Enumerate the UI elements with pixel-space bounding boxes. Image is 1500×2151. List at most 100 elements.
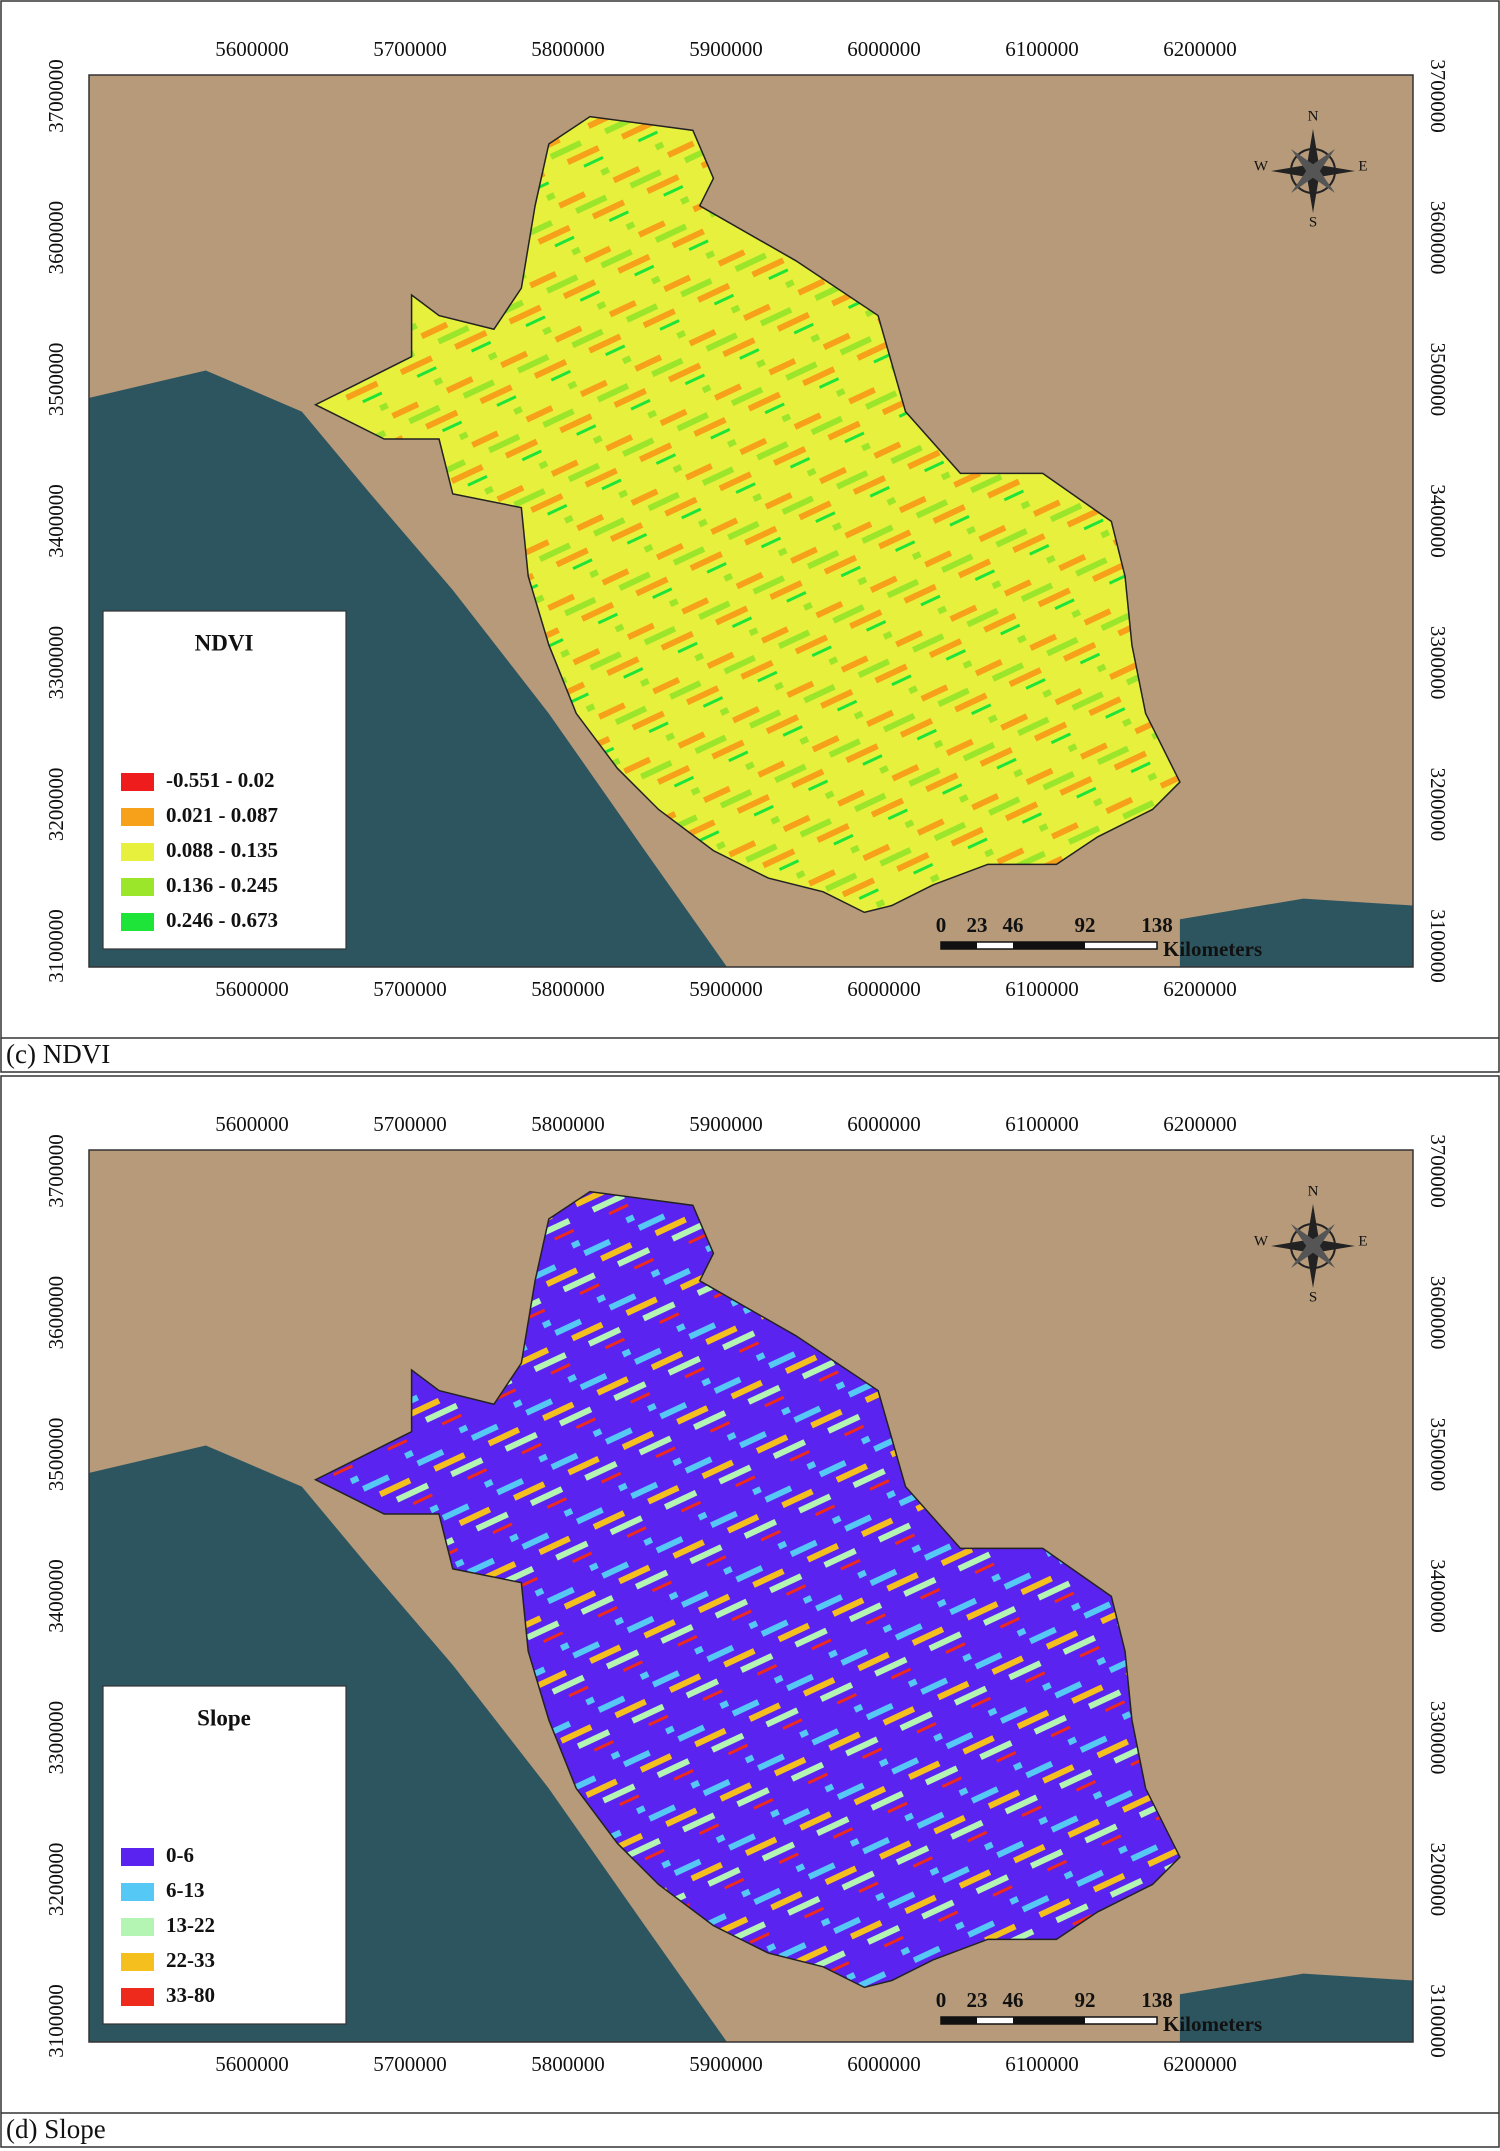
compass-label: S xyxy=(1309,214,1317,230)
scale-label: 92 xyxy=(1075,1988,1096,2012)
scale-label: 23 xyxy=(967,1988,988,2012)
y-tick-label: 3500000 xyxy=(1426,1418,1450,1492)
scale-bar-segment xyxy=(941,2017,977,2024)
map-panel: (d) Slope 5600000 5600000 5700000 5700000 580… xyxy=(0,1075,1500,2148)
scale-unit: Kilometers xyxy=(1163,2012,1262,2036)
map-frame xyxy=(88,1149,1414,2043)
legend-label: 33-80 xyxy=(166,1983,215,2007)
scale-label: 0 xyxy=(936,1988,947,2012)
legend-swatch xyxy=(121,1883,154,1901)
map-frame xyxy=(88,74,1414,968)
y-tick-label: 3500000 xyxy=(44,1418,68,1492)
legend-swatch xyxy=(121,808,154,826)
scale-unit: Kilometers xyxy=(1163,937,1262,961)
y-tick-label: 3100000 xyxy=(1426,909,1450,983)
y-tick-label: 3600000 xyxy=(1426,201,1450,275)
sea xyxy=(1179,898,1414,968)
scale-label: 138 xyxy=(1141,1988,1173,2012)
x-tick-label: 6000000 xyxy=(847,977,921,1001)
x-tick-label: 5600000 xyxy=(215,977,289,1001)
scale-label: 92 xyxy=(1075,913,1096,937)
y-tick-label: 3300000 xyxy=(1426,1701,1450,1775)
y-tick-label: 3300000 xyxy=(44,1701,68,1775)
legend-label: 0.021 - 0.087 xyxy=(166,803,278,827)
scale-label: 138 xyxy=(1141,913,1173,937)
legend-label: 22-33 xyxy=(166,1948,215,1972)
legend-swatch xyxy=(121,913,154,931)
map-panel: (c) NDVI 5600000 5600000 5700000 5700000 5800… xyxy=(0,0,1500,1073)
compass-label: N xyxy=(1308,108,1319,124)
y-tick-label: 3100000 xyxy=(44,1984,68,2058)
x-tick-label: 5600000 xyxy=(215,2052,289,2076)
y-tick-label: 3700000 xyxy=(44,1134,68,1208)
y-tick-label: 3400000 xyxy=(44,1559,68,1633)
x-tick-label: 6000000 xyxy=(847,1112,921,1136)
legend-swatch xyxy=(121,1953,154,1971)
sea xyxy=(1179,1973,1414,2043)
y-tick-label: 3400000 xyxy=(1426,484,1450,558)
legend-swatch xyxy=(121,1988,154,2006)
y-tick-label: 3700000 xyxy=(1426,1134,1450,1208)
legend-label: 0.246 - 0.673 xyxy=(166,908,278,932)
scale-label: 0 xyxy=(936,913,947,937)
scale-bar-segment xyxy=(1013,2017,1085,2024)
x-tick-label: 5800000 xyxy=(531,977,605,1001)
legend-swatch xyxy=(121,773,154,791)
y-tick-label: 3600000 xyxy=(44,1276,68,1350)
y-tick-label: 3200000 xyxy=(44,768,68,842)
y-tick-label: 3600000 xyxy=(44,201,68,275)
x-tick-label: 6000000 xyxy=(847,2052,921,2076)
compass-label: S xyxy=(1309,1289,1317,1305)
y-tick-label: 3100000 xyxy=(1426,1984,1450,2058)
x-tick-label: 5800000 xyxy=(531,2052,605,2076)
x-tick-label: 5700000 xyxy=(373,2052,447,2076)
y-tick-label: 3100000 xyxy=(44,909,68,983)
legend-swatch xyxy=(121,1848,154,1866)
x-tick-label: 5800000 xyxy=(531,37,605,61)
y-tick-label: 3700000 xyxy=(44,59,68,133)
compass-label: W xyxy=(1254,1233,1269,1249)
compass xyxy=(1271,129,1355,213)
caption: (d) Slope xyxy=(6,2114,106,2144)
panel-border xyxy=(0,1075,1500,2148)
x-tick-label: 5900000 xyxy=(689,1112,763,1136)
x-tick-label: 6200000 xyxy=(1163,1112,1237,1136)
x-tick-label: 5900000 xyxy=(689,2052,763,2076)
x-tick-label: 5900000 xyxy=(689,977,763,1001)
y-tick-label: 3400000 xyxy=(44,484,68,558)
y-tick-label: 3300000 xyxy=(1426,626,1450,700)
y-tick-label: 3200000 xyxy=(1426,1843,1450,1917)
legend-swatch xyxy=(121,878,154,896)
x-tick-label: 6100000 xyxy=(1005,37,1079,61)
scale-label: 23 xyxy=(967,913,988,937)
y-tick-label: 3700000 xyxy=(1426,59,1450,133)
x-tick-label: 6100000 xyxy=(1005,977,1079,1001)
legend-label: 6-13 xyxy=(166,1878,205,1902)
x-tick-label: 6200000 xyxy=(1163,2052,1237,2076)
x-tick-label: 6200000 xyxy=(1163,977,1237,1001)
x-tick-label: 5700000 xyxy=(373,977,447,1001)
compass-label: E xyxy=(1358,158,1367,174)
study-region xyxy=(313,115,1181,914)
y-tick-label: 3200000 xyxy=(44,1843,68,1917)
x-tick-label: 6100000 xyxy=(1005,2052,1079,2076)
panel-border xyxy=(0,0,1500,1073)
compass-label: W xyxy=(1254,158,1269,174)
y-tick-label: 3500000 xyxy=(44,343,68,417)
compass-label: E xyxy=(1358,1233,1367,1249)
scale-bar-segment xyxy=(1013,942,1085,949)
legend-label: 13-22 xyxy=(166,1913,215,1937)
compass-label: N xyxy=(1308,1183,1319,1199)
x-tick-label: 5800000 xyxy=(531,1112,605,1136)
x-tick-label: 6100000 xyxy=(1005,1112,1079,1136)
y-tick-label: 3200000 xyxy=(1426,768,1450,842)
legend-label: 0.136 - 0.245 xyxy=(166,873,278,897)
legend-label: 0.088 - 0.135 xyxy=(166,838,278,862)
x-tick-label: 5700000 xyxy=(373,1112,447,1136)
x-tick-label: 5900000 xyxy=(689,37,763,61)
compass xyxy=(1271,1204,1355,1288)
y-tick-label: 3500000 xyxy=(1426,343,1450,417)
scale-bar-segment xyxy=(941,942,977,949)
y-tick-label: 3600000 xyxy=(1426,1276,1450,1350)
